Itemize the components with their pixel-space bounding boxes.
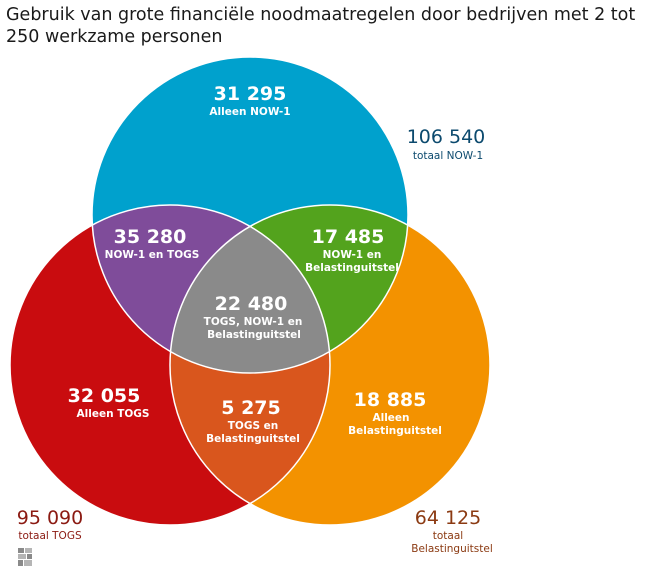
belasting-only-value: 18 885 (354, 389, 427, 411)
togs-belasting-label-1: TOGS en (228, 420, 279, 432)
all-label-2: Belastinguitstel (207, 329, 301, 341)
now-only-label: Alleen NOW-1 (209, 106, 290, 118)
belasting-only-label-2: Belastinguitstel (348, 425, 442, 437)
total-now-value: 106 540 (407, 126, 486, 148)
all-value: 22 480 (215, 293, 288, 315)
total-belasting-label-1: totaal (433, 530, 463, 542)
total-togs-value: 95 090 (17, 507, 83, 529)
region-all (170, 205, 330, 373)
togs-belasting-label-2: Belastinguitstel (206, 433, 300, 445)
cbs-logo-icon (18, 548, 32, 566)
total-belasting-value: 64 125 (415, 507, 481, 529)
circle-outlines (9, 56, 491, 526)
belasting-only-label-1: Alleen (372, 412, 409, 424)
now-togs-value: 35 280 (114, 226, 187, 248)
now-only-value: 31 295 (214, 83, 287, 105)
total-belasting-label-2: Belastinguitstel (411, 543, 493, 555)
total-togs-label: totaal TOGS (18, 530, 82, 542)
togs-only-label: Alleen TOGS (77, 408, 150, 420)
page-title: Gebruik van grote financiële noodmaatreg… (6, 5, 636, 47)
now-belasting-value: 17 485 (312, 226, 385, 248)
all-label-1: TOGS, NOW-1 en (204, 316, 303, 328)
togs-only-value: 32 055 (68, 385, 141, 407)
togs-belasting-value: 5 275 (221, 397, 281, 419)
now-togs-label: NOW-1 en TOGS (105, 249, 200, 261)
now-belasting-label-2: Belastinguitstel (305, 262, 399, 274)
total-now-label: totaal NOW-1 (413, 150, 483, 162)
now-belasting-label-1: NOW-1 en (323, 249, 382, 261)
